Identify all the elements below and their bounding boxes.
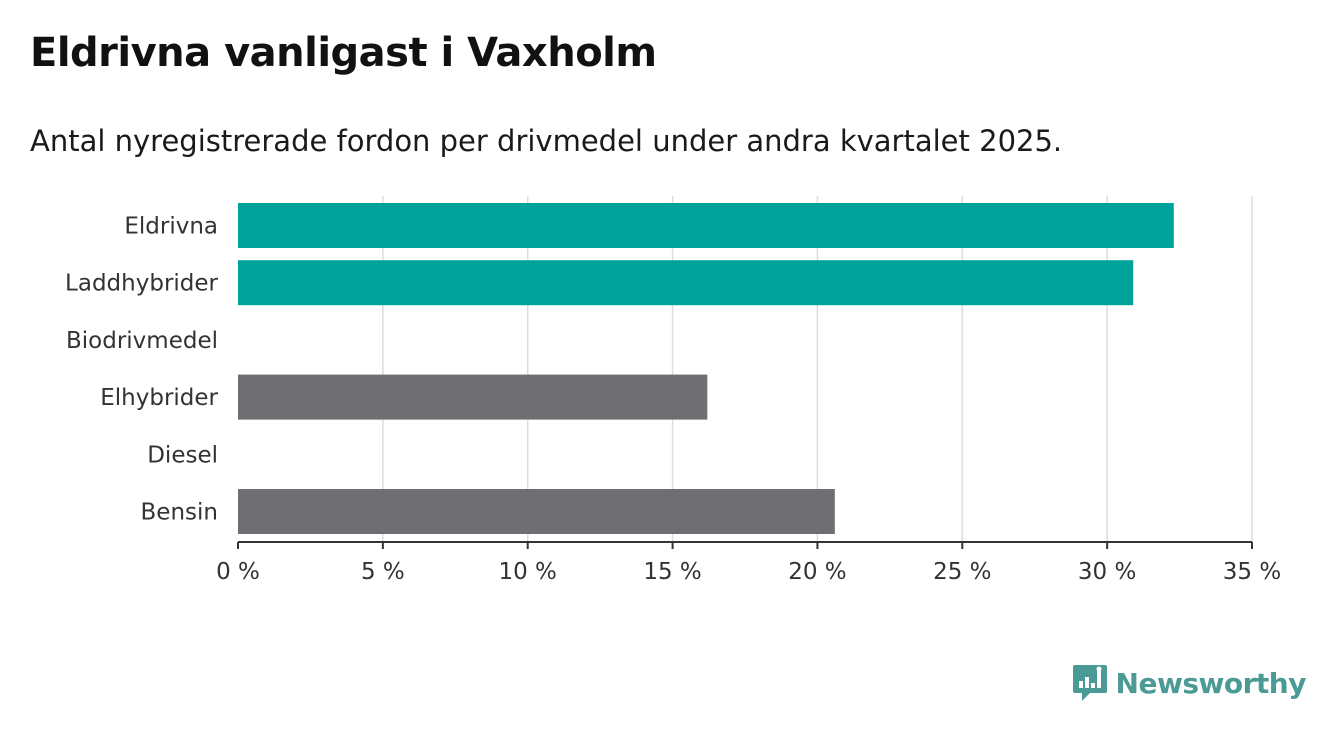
- x-tick-label: 30 %: [1078, 559, 1136, 585]
- bar-chart: 0 % 5 % 10 % 15 % 20 % 25 % 30 % 35 % Eldrivna L…: [65, 196, 1281, 585]
- gridlines: [382, 196, 1253, 542]
- x-tick-label: 10 %: [498, 559, 556, 585]
- category-label: Eldrivna: [124, 214, 218, 240]
- category-label: Elhybrider: [100, 385, 218, 411]
- category-label: Diesel: [147, 442, 218, 468]
- x-tick-label: 0 %: [216, 559, 260, 585]
- newsworthy-logo: Newsworthy: [1072, 663, 1307, 703]
- category-label: Laddhybrider: [65, 271, 218, 297]
- x-tick-label: 20 %: [788, 559, 846, 585]
- x-tick-label: 25 %: [933, 559, 991, 585]
- chart-title: Eldrivna vanligast i Vaxholm: [30, 30, 657, 76]
- category-label: Biodrivmedel: [66, 328, 218, 354]
- bar-chart-icon: [1072, 665, 1107, 701]
- category-labels: Eldrivna Laddhybrider Biodrivmedel Elhybrid…: [65, 214, 218, 526]
- x-axis: 0 % 5 % 10 % 15 % 20 % 25 % 30 % 35 %: [216, 541, 1281, 585]
- bars: [238, 203, 1174, 534]
- category-label: Bensin: [141, 500, 218, 526]
- bar-bensin: [238, 489, 835, 534]
- brand-name: Newsworthy: [1115, 666, 1307, 700]
- bar-elhybrider: [238, 374, 708, 420]
- x-tick-label: 5 %: [361, 559, 405, 585]
- x-tick-label: 35 %: [1223, 559, 1281, 585]
- bar-laddhybrider: [238, 260, 1134, 306]
- chart-subtitle: Antal nyregistrerade fordon per drivmede…: [30, 124, 1063, 158]
- x-tick-label: 15 %: [643, 559, 701, 585]
- bar-eldrivna: [238, 203, 1174, 248]
